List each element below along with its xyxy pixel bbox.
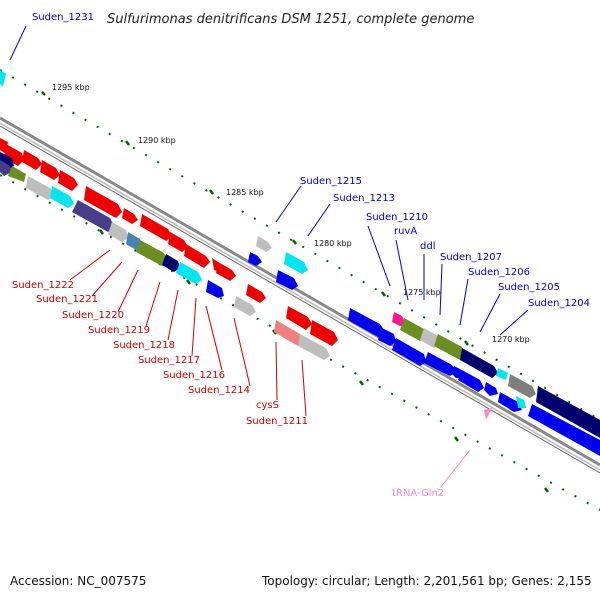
gene-block[interactable] <box>450 366 462 378</box>
gene-block[interactable] <box>274 320 304 346</box>
gene-block[interactable] <box>378 328 396 346</box>
accession-text: Accession: NC_007575 <box>10 574 146 588</box>
gene-label-cyss[interactable]: cysS <box>256 400 279 411</box>
gene-block[interactable] <box>286 306 312 330</box>
genome-backbone <box>0 116 600 474</box>
gene-label-suden-1231[interactable]: Suden_1231 <box>32 12 94 23</box>
tick-label-1295: 1295 kbp <box>52 83 90 92</box>
tick-label-1290: 1290 kbp <box>138 136 176 145</box>
label-lines-blue <box>9 25 529 336</box>
gene-label-ruva[interactable]: ruvA <box>394 226 417 237</box>
gene-block[interactable] <box>256 236 272 252</box>
gene-block[interactable] <box>310 320 338 346</box>
gene-label-suden-1215[interactable]: Suden_1215 <box>300 176 362 187</box>
gene-block[interactable] <box>72 200 114 232</box>
gene-label-suden-1222[interactable]: Suden_1222 <box>12 280 74 291</box>
gene-block[interactable] <box>248 252 262 266</box>
gene-label-suden-1211[interactable]: Suden_1211 <box>246 416 308 427</box>
gene-label-suden-1213[interactable]: Suden_1213 <box>333 193 395 204</box>
gene-label-suden-1216[interactable]: Suden_1216 <box>163 370 225 381</box>
map-title: Sulfurimonas denitrificans DSM 1251, com… <box>107 12 474 27</box>
gene-label-ddl[interactable]: ddl <box>420 241 435 252</box>
gene-block[interactable] <box>0 160 12 176</box>
gene-block[interactable] <box>206 280 224 298</box>
gene-block[interactable] <box>162 254 180 272</box>
gene-block[interactable] <box>140 214 172 241</box>
tick-label-1280: 1280 kbp <box>314 239 352 248</box>
gene-block[interactable] <box>484 382 498 396</box>
gene-block[interactable] <box>424 352 456 376</box>
gene-block[interactable] <box>40 160 60 180</box>
gene-label-suden-1207[interactable]: Suden_1207 <box>440 252 502 263</box>
gene-block[interactable] <box>508 374 536 398</box>
gene-block[interactable] <box>58 170 78 191</box>
gene-fragment-topleft[interactable] <box>0 70 6 86</box>
gene-block[interactable] <box>216 262 236 281</box>
gene-label-suden-1214[interactable]: Suden_1214 <box>188 385 250 396</box>
gene-label-suden-1204[interactable]: Suden_1204 <box>528 298 590 309</box>
gene-label-suden-1218[interactable]: Suden_1218 <box>113 340 175 351</box>
gene-block[interactable] <box>246 284 266 303</box>
gene-label-suden-1210[interactable]: Suden_1210 <box>366 212 428 223</box>
gene-block[interactable] <box>392 338 412 358</box>
gene-block[interactable] <box>22 150 42 170</box>
gene-label-suden-1206[interactable]: Suden_1206 <box>468 267 530 278</box>
gene-block[interactable] <box>348 308 386 338</box>
trna-marker[interactable] <box>484 408 492 420</box>
gene-block[interactable] <box>50 186 74 208</box>
gene-block[interactable] <box>298 334 330 360</box>
gene-block[interactable] <box>284 252 308 274</box>
gene-label-suden-1221[interactable]: Suden_1221 <box>36 294 98 305</box>
gene-block[interactable] <box>528 404 600 456</box>
gene-block[interactable] <box>108 222 128 242</box>
tick-label-1285: 1285 kbp <box>226 188 264 197</box>
gene-block[interactable] <box>126 232 142 250</box>
gene-block[interactable] <box>234 296 256 316</box>
gene-label-suden-1220[interactable]: Suden_1220 <box>62 310 124 321</box>
gene-block[interactable] <box>84 186 122 218</box>
gene-block[interactable] <box>496 368 508 380</box>
trna-label[interactable]: tRNA-Gln2 <box>392 488 444 499</box>
gene-block[interactable] <box>536 386 600 438</box>
gene-block[interactable] <box>460 348 498 378</box>
gene-block[interactable] <box>8 166 26 182</box>
major-ticks <box>41 91 549 493</box>
tick-label-1270: 1270 kbp <box>492 335 530 344</box>
dotted-axis-outer <box>0 69 600 421</box>
gene-block[interactable] <box>26 176 54 200</box>
gene-block[interactable] <box>122 208 138 224</box>
gene-block[interactable] <box>276 270 298 290</box>
reverse-strand-genes <box>8 166 600 456</box>
gene-block[interactable] <box>434 334 466 360</box>
gene-block[interactable] <box>458 370 484 392</box>
gene-block[interactable] <box>168 232 188 252</box>
tick-label-1275: 1275 kbp <box>403 288 441 297</box>
gene-block[interactable] <box>516 396 526 408</box>
label-lines-red <box>69 249 307 417</box>
forward-strand-genes <box>0 138 600 438</box>
gene-label-suden-1205[interactable]: Suden_1205 <box>498 282 560 293</box>
gene-block[interactable] <box>498 392 522 412</box>
topology-summary-text: Topology: circular; Length: 2,201,561 bp… <box>261 574 592 588</box>
gene-label-suden-1217[interactable]: Suden_1217 <box>138 355 200 366</box>
gene-block[interactable] <box>406 346 426 366</box>
label-line-trna <box>439 449 471 489</box>
gene-block[interactable] <box>136 240 168 266</box>
gene-block[interactable] <box>400 318 426 341</box>
gene-block[interactable] <box>184 244 210 268</box>
gene-block[interactable] <box>176 262 202 284</box>
gene-label-suden-1219[interactable]: Suden_1219 <box>88 325 150 336</box>
